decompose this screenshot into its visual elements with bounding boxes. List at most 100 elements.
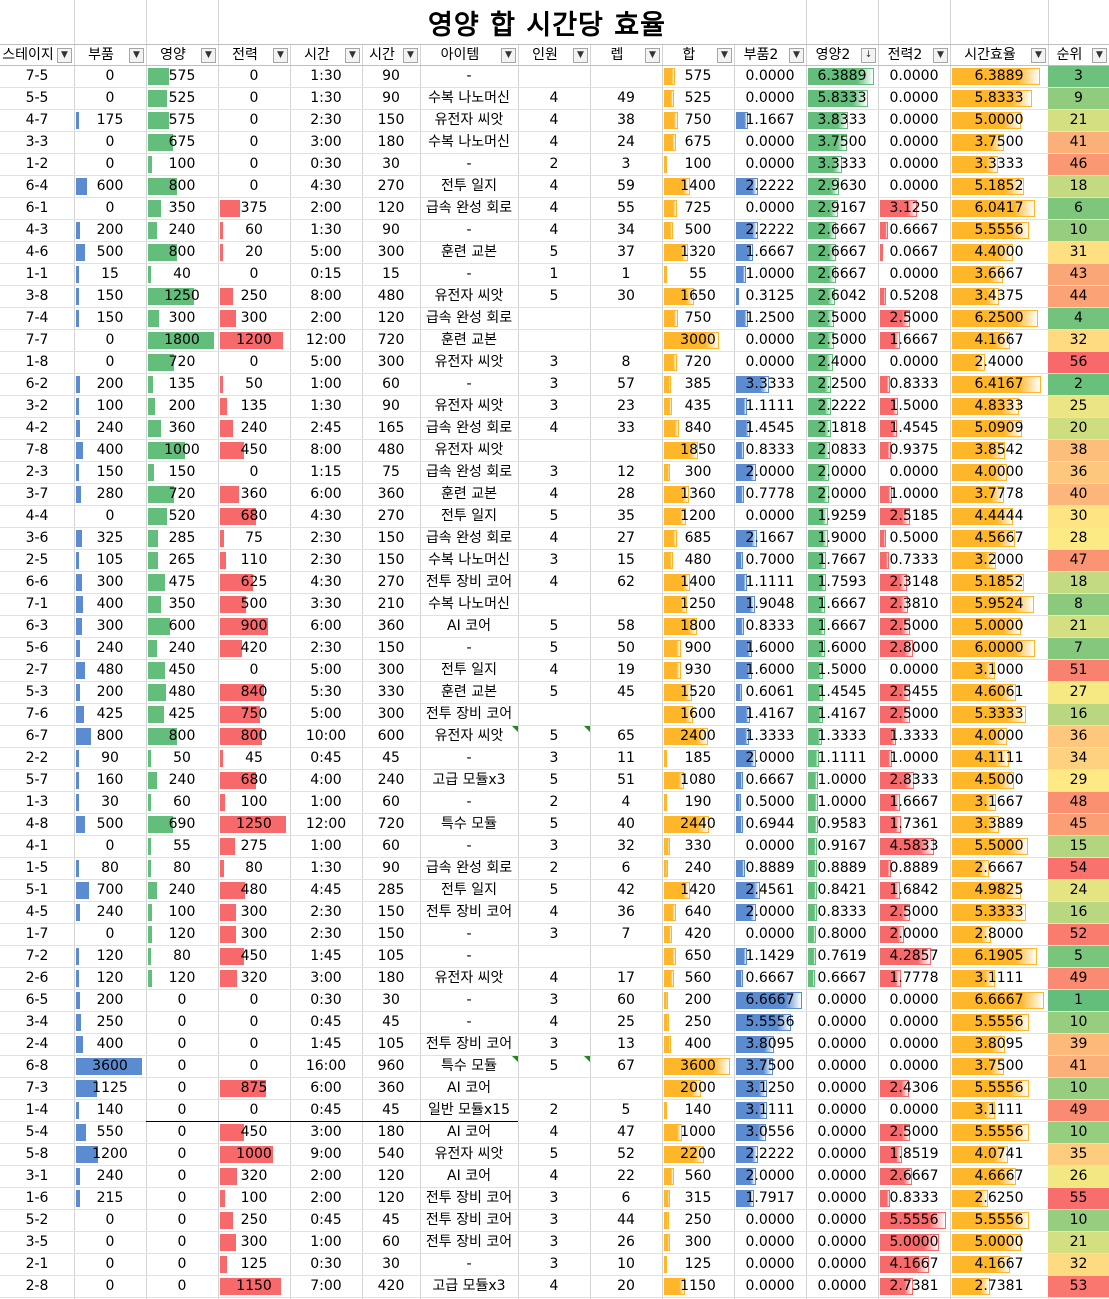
food2-cell[interactable]: 1.5000 — [817, 662, 867, 678]
time-eff-cell[interactable]: 4.4000 — [974, 244, 1024, 260]
time-eff-cell[interactable]: 5.0000 — [974, 112, 1024, 128]
level-cell[interactable]: 15 — [617, 552, 635, 568]
members-cell[interactable]: 4 — [549, 112, 559, 128]
parts2-cell[interactable]: 0.7778 — [745, 486, 795, 502]
power2-cell[interactable]: 2.5000 — [889, 618, 939, 634]
stage-cell[interactable]: 2-2 — [25, 750, 49, 766]
parts-cell[interactable]: 240 — [96, 420, 124, 436]
level-cell[interactable]: 22 — [617, 1168, 635, 1184]
power2-cell[interactable]: 1.4545 — [889, 420, 939, 436]
time-eff-cell[interactable]: 4.6667 — [974, 1168, 1024, 1184]
power-cell[interactable]: 300 — [240, 926, 268, 942]
time-cell[interactable]: 2:00 — [310, 310, 342, 326]
filter-dropdown-icon[interactable]: ↓ — [861, 48, 876, 63]
parts-cell[interactable]: 200 — [96, 376, 124, 392]
members-cell[interactable]: 3 — [549, 750, 559, 766]
parts-cell[interactable]: 250 — [96, 1014, 124, 1030]
sum-cell[interactable]: 1800 — [680, 618, 716, 634]
food2-cell[interactable]: 0.8000 — [817, 926, 867, 942]
food2-cell[interactable]: 0.7619 — [817, 948, 867, 964]
sum-cell[interactable]: 525 — [684, 90, 712, 106]
minutes-cell[interactable]: 420 — [377, 1278, 405, 1294]
power2-cell[interactable]: 2.3148 — [889, 574, 939, 590]
minutes-cell[interactable]: 45 — [382, 1212, 400, 1228]
minutes-cell[interactable]: 360 — [377, 486, 405, 502]
item-cell[interactable]: 특수 모듈 — [441, 816, 497, 832]
sum-cell[interactable]: 100 — [684, 156, 712, 172]
level-cell[interactable]: 42 — [617, 882, 635, 898]
parts-cell[interactable]: 0 — [105, 1256, 115, 1272]
power-cell[interactable]: 250 — [240, 1212, 268, 1228]
time-eff-cell[interactable]: 2.4000 — [974, 354, 1024, 370]
time-cell[interactable]: 1:45 — [310, 948, 342, 964]
parts2-cell[interactable]: 1.1667 — [745, 112, 795, 128]
minutes-cell[interactable]: 540 — [377, 1146, 405, 1162]
parts2-cell[interactable]: 0.0000 — [745, 156, 795, 172]
rank-cell[interactable]: 18 — [1048, 176, 1109, 197]
power2-cell[interactable]: 0.7333 — [889, 552, 939, 568]
parts2-cell[interactable]: 3.8095 — [745, 1036, 795, 1052]
level-cell[interactable]: 34 — [617, 222, 635, 238]
minutes-cell[interactable]: 270 — [377, 178, 405, 194]
stage-cell[interactable]: 6-8 — [25, 1058, 49, 1074]
minutes-cell[interactable]: 150 — [377, 904, 405, 920]
time-eff-cell[interactable]: 5.8333 — [974, 90, 1024, 106]
time-eff-cell[interactable]: 5.1852 — [974, 178, 1024, 194]
minutes-cell[interactable]: 180 — [377, 134, 405, 150]
members-cell[interactable]: 4 — [549, 1124, 559, 1140]
parts2-cell[interactable]: 0.0000 — [745, 90, 795, 106]
members-cell[interactable] — [518, 440, 590, 461]
power-cell[interactable]: 800 — [240, 728, 268, 744]
members-cell[interactable]: 3 — [549, 1256, 559, 1272]
parts2-cell[interactable]: 2.0000 — [745, 904, 795, 920]
power-cell[interactable]: 875 — [240, 1080, 268, 1096]
sum-cell[interactable]: 1400 — [680, 178, 716, 194]
parts2-cell[interactable]: 0.0000 — [745, 332, 795, 348]
rank-cell[interactable]: 10 — [1048, 1122, 1109, 1143]
minutes-cell[interactable]: 180 — [377, 970, 405, 986]
power2-cell[interactable]: 1.3333 — [889, 728, 939, 744]
rank-cell[interactable]: 6 — [1048, 198, 1109, 219]
time-cell[interactable]: 2:30 — [310, 112, 342, 128]
parts2-cell[interactable]: 5.5556 — [745, 1014, 795, 1030]
level-cell[interactable]: 37 — [617, 244, 635, 260]
minutes-cell[interactable]: 150 — [377, 112, 405, 128]
level-cell[interactable]: 11 — [617, 750, 635, 766]
power2-cell[interactable]: 4.5833 — [889, 838, 939, 854]
parts2-cell[interactable]: 2.0000 — [745, 1168, 795, 1184]
food-cell[interactable]: 690 — [168, 816, 196, 832]
sum-cell[interactable]: 1150 — [680, 1278, 716, 1294]
time-eff-cell[interactable]: 5.9524 — [974, 596, 1024, 612]
parts-cell[interactable]: 200 — [96, 992, 124, 1008]
minutes-cell[interactable]: 90 — [382, 398, 400, 414]
time-eff-cell[interactable]: 4.8333 — [974, 398, 1024, 414]
food2-cell[interactable]: 1.7667 — [817, 552, 867, 568]
level-cell[interactable] — [590, 704, 662, 725]
food2-cell[interactable]: 0.0000 — [817, 1168, 867, 1184]
level-cell[interactable]: 38 — [617, 112, 635, 128]
members-cell[interactable]: 4 — [549, 662, 559, 678]
minutes-cell[interactable]: 120 — [377, 310, 405, 326]
parts2-cell[interactable]: 3.1250 — [745, 1080, 795, 1096]
rank-cell[interactable]: 21 — [1048, 616, 1109, 637]
rank-cell[interactable]: 46 — [1048, 154, 1109, 175]
stage-cell[interactable]: 7-8 — [25, 442, 49, 458]
parts2-cell[interactable]: 0.0000 — [745, 926, 795, 942]
filter-dropdown-icon[interactable]: ▼ — [501, 48, 516, 63]
parts2-cell[interactable]: 1.6000 — [745, 662, 795, 678]
food2-cell[interactable]: 0.6667 — [817, 970, 867, 986]
parts2-cell[interactable]: 0.0000 — [745, 1278, 795, 1294]
parts-cell[interactable]: 480 — [96, 662, 124, 678]
stage-cell[interactable]: 5-6 — [25, 640, 49, 656]
item-cell[interactable]: - — [466, 794, 472, 810]
power2-cell[interactable]: 2.0000 — [889, 926, 939, 942]
rank-cell[interactable]: 41 — [1048, 1056, 1109, 1077]
item-cell[interactable]: 유전자 씨앗 — [434, 354, 504, 370]
level-cell[interactable]: 35 — [617, 508, 635, 524]
item-cell[interactable]: 훈련 교본 — [441, 486, 497, 502]
food-cell[interactable]: 200 — [168, 398, 196, 414]
food2-cell[interactable]: 0.0000 — [817, 1146, 867, 1162]
parts-cell[interactable]: 0 — [105, 134, 115, 150]
sum-cell[interactable]: 725 — [684, 200, 712, 216]
food-cell[interactable]: 0 — [177, 992, 187, 1008]
